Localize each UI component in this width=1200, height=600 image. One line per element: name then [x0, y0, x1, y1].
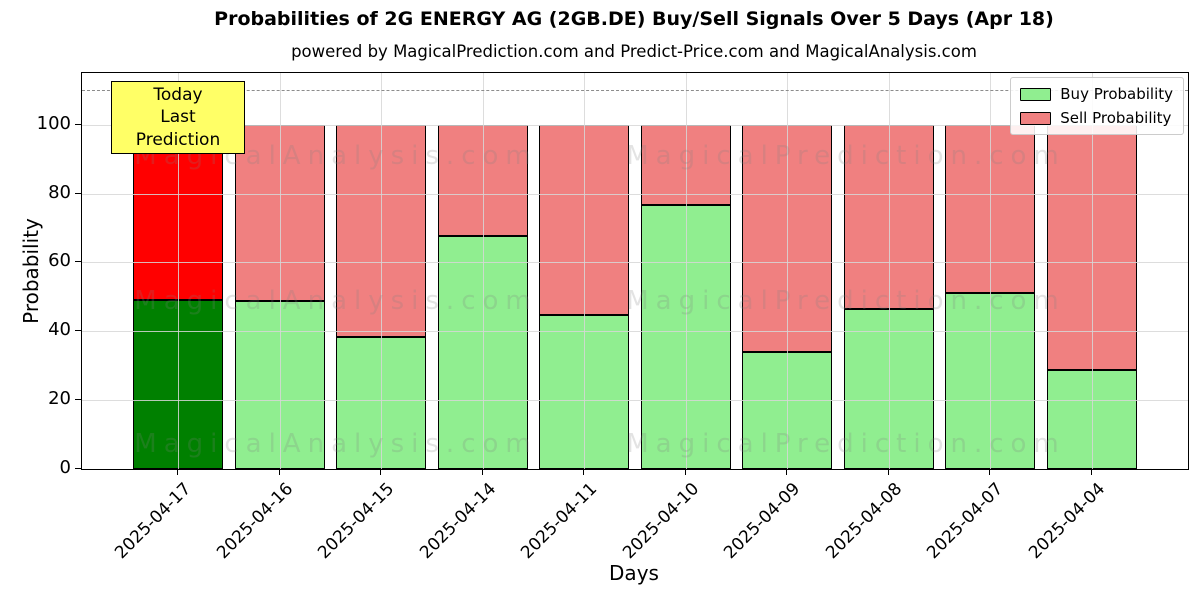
- plot-area: MagicalAnalysis.com MagicalPrediction.com…: [81, 72, 1189, 470]
- x-gridline: [482, 73, 484, 469]
- x-tick-mark: [278, 469, 280, 475]
- y-tick-mark: [75, 399, 81, 401]
- dashed-guideline: [82, 90, 1188, 92]
- x-gridline: [381, 73, 382, 469]
- x-tick-mark: [177, 469, 178, 475]
- x-gridline: [990, 73, 991, 469]
- legend-item-label: Buy Probability: [1060, 85, 1173, 103]
- x-tick-mark: [1090, 469, 1092, 475]
- chart-title: Probabilities of 2G ENERGY AG (2GB.DE) B…: [214, 8, 1054, 30]
- x-gridline: [685, 73, 687, 469]
- y-tick-mark: [75, 192, 81, 194]
- y-tick-label: 20: [48, 388, 71, 410]
- y-tick-label: 80: [48, 181, 71, 203]
- x-tick-mark: [380, 469, 381, 475]
- legend-item: Buy Probability: [1020, 85, 1173, 103]
- today-annotation-line2: Last Prediction: [135, 107, 221, 150]
- y-gridline: [82, 124, 1188, 126]
- x-tick-mark: [481, 469, 483, 475]
- y-tick-label: 100: [36, 112, 71, 134]
- y-gridline: [82, 193, 1188, 195]
- x-axis-label: Days: [609, 561, 659, 585]
- y-tick-label: 0: [59, 457, 71, 478]
- x-tick-mark: [684, 469, 686, 475]
- legend-swatch-icon: [1020, 87, 1052, 101]
- x-tick-mark: [786, 469, 787, 475]
- y-tick-mark: [75, 468, 81, 469]
- legend-item: Sell Probability: [1020, 109, 1173, 127]
- legend-swatch-icon: [1020, 111, 1052, 125]
- x-gridline: [584, 73, 585, 469]
- x-gridline: [1091, 73, 1093, 469]
- y-tick-mark: [75, 261, 81, 263]
- y-tick-mark: [75, 123, 81, 125]
- x-gridline: [279, 73, 281, 469]
- y-gridline: [82, 400, 1188, 402]
- x-tick-mark: [989, 469, 990, 475]
- y-tick-label: 40: [48, 319, 71, 341]
- today-annotation-line1: Today: [153, 85, 203, 105]
- chart-subtitle: powered by MagicalPrediction.com and Pre…: [291, 42, 977, 61]
- x-gridline: [787, 73, 788, 469]
- y-gridline: [82, 262, 1188, 264]
- y-tick-label: 60: [48, 250, 71, 272]
- y-tick-mark: [75, 330, 81, 332]
- x-gridline: [888, 73, 890, 469]
- legend-item-label: Sell Probability: [1060, 109, 1172, 127]
- x-tick-mark: [583, 469, 584, 475]
- x-gridline: [178, 73, 179, 469]
- today-annotation: Today Last Prediction: [111, 81, 245, 155]
- y-gridline: [82, 331, 1188, 333]
- x-tick-mark: [887, 469, 889, 475]
- legend: Buy Probability Sell Probability: [1010, 77, 1184, 135]
